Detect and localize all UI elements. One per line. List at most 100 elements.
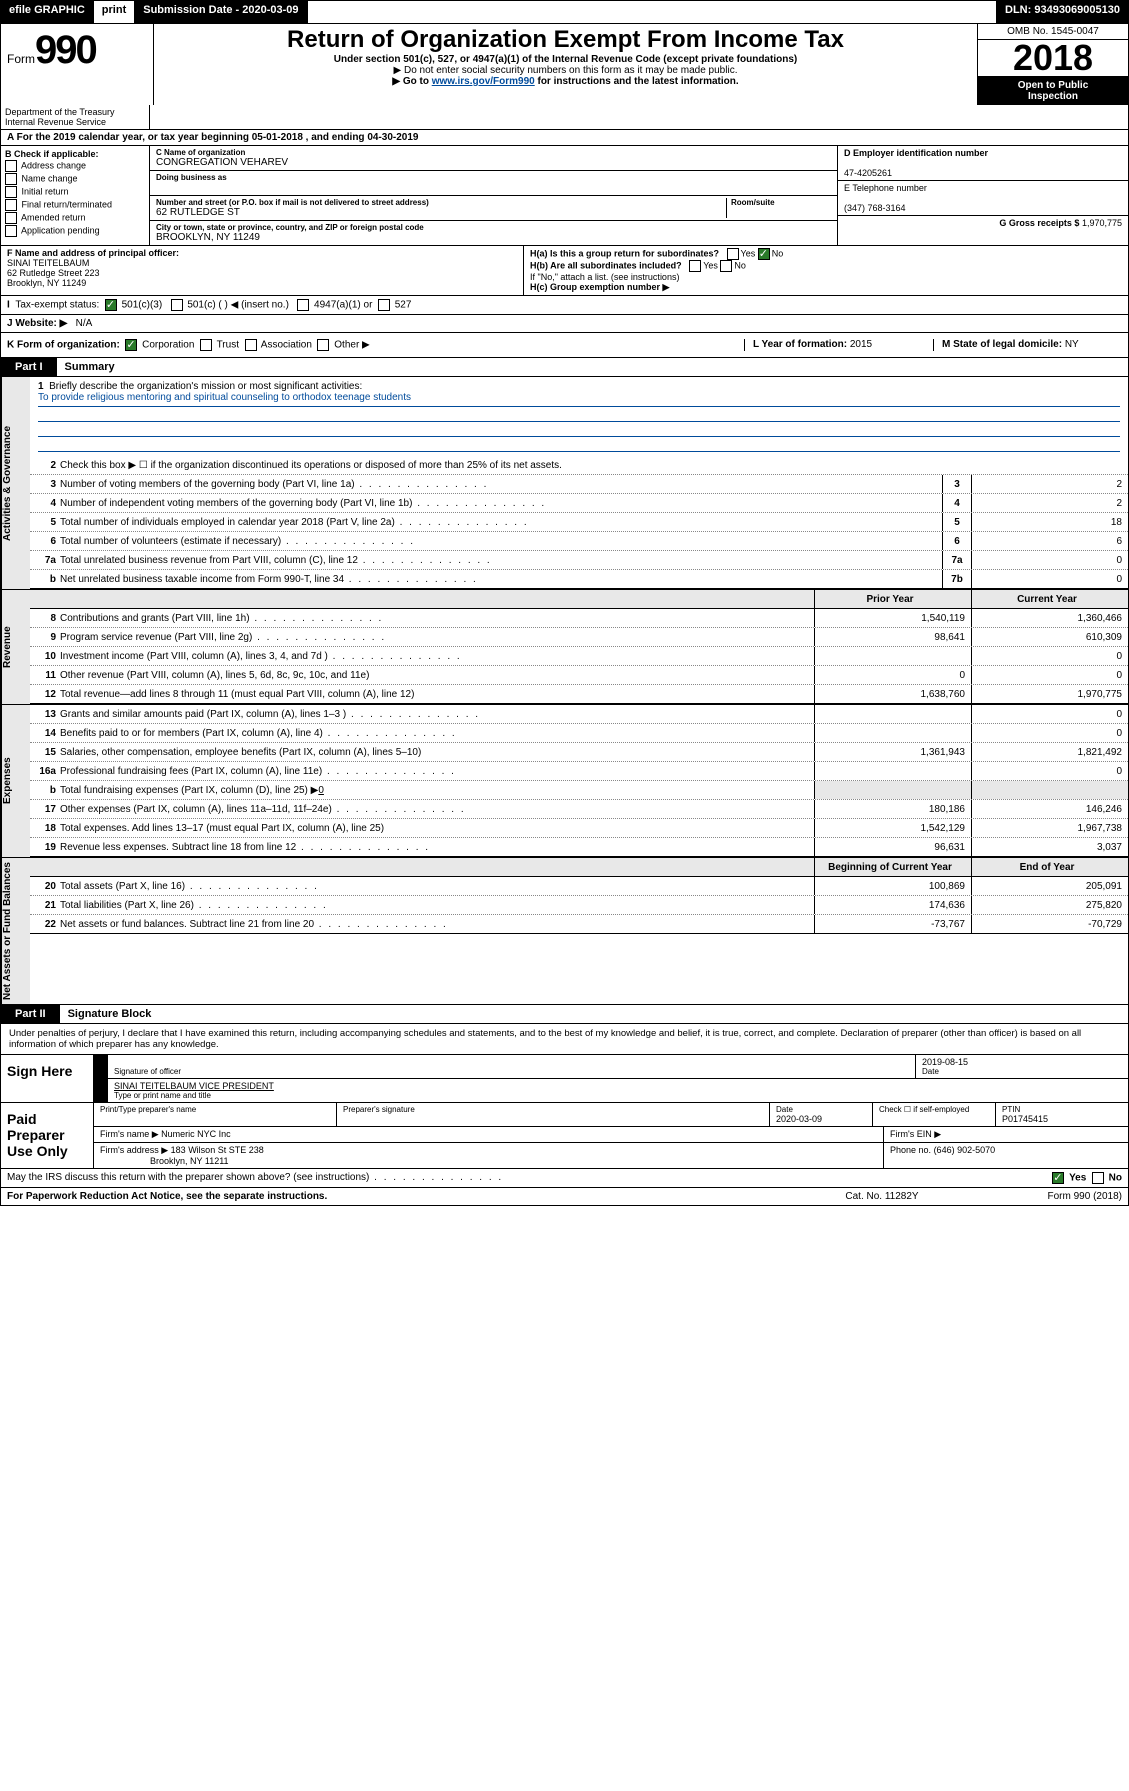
group-return-block: H(a) Is this a group return for subordin… <box>524 246 1128 295</box>
street-row: Number and street (or P.O. box if mail i… <box>150 196 837 221</box>
org-name-row: C Name of organization CONGREGATION VEHA… <box>150 146 837 171</box>
gross-row: G Gross receipts $ 1,970,775 <box>838 216 1128 230</box>
hdr-beg: Beginning of Current Year <box>814 858 971 876</box>
efile-label: efile GRAPHIC <box>1 1 94 23</box>
c15: 1,821,492 <box>971 743 1128 761</box>
p9: 98,641 <box>814 628 971 646</box>
officer-addr1: 62 Rutledge Street 223 <box>7 268 100 278</box>
firm-phone: (646) 902-5070 <box>934 1145 996 1155</box>
p17: 180,186 <box>814 800 971 818</box>
discuss-row: May the IRS discuss this return with the… <box>0 1169 1129 1188</box>
chk-final-return[interactable]: Final return/terminated <box>5 199 145 211</box>
section-expenses: Expenses 13Grants and similar amounts pa… <box>0 705 1129 858</box>
p11: 0 <box>814 666 971 684</box>
chk-association[interactable] <box>245 339 257 351</box>
section-revenue: Revenue Prior YearCurrent Year 8Contribu… <box>0 590 1129 705</box>
org-name-label: C Name of organization <box>156 148 831 157</box>
chk-application-pending[interactable]: Application pending <box>5 225 145 237</box>
year-formation: 2015 <box>850 339 872 350</box>
firm-phone-label: Phone no. <box>890 1145 931 1155</box>
part1-tab: Part I <box>1 358 57 376</box>
v4: 2 <box>971 494 1128 512</box>
part2-header: Part II Signature Block <box>0 1005 1129 1024</box>
note-goto: ▶ Go to www.irs.gov/Form990 for instruct… <box>160 76 971 87</box>
chk-corporation[interactable] <box>125 339 137 351</box>
section-net-assets: Net Assets or Fund Balances Beginning of… <box>0 858 1129 1005</box>
hdr-end: End of Year <box>971 858 1128 876</box>
dba-row: Doing business as <box>150 171 837 196</box>
cat-no: Cat. No. 11282Y <box>792 1191 972 1202</box>
hdr-prior: Prior Year <box>814 590 971 608</box>
chk-4947[interactable] <box>297 299 309 311</box>
domicile-label: M State of legal domicile: <box>942 339 1062 350</box>
l7a: Total unrelated business revenue from Pa… <box>60 553 942 568</box>
hb-yes[interactable]: Yes <box>703 260 718 270</box>
vtab-revenue: Revenue <box>1 590 30 704</box>
chk-address-change[interactable]: Address change <box>5 160 145 172</box>
part1-header: Part I Summary <box>0 358 1129 377</box>
l15: Salaries, other compensation, employee b… <box>60 745 814 760</box>
firm-name: Numeric NYC Inc <box>161 1129 231 1139</box>
firm-addr-label: Firm's address ▶ <box>100 1145 168 1155</box>
p8: 1,540,119 <box>814 609 971 627</box>
discuss-no[interactable] <box>1092 1172 1104 1184</box>
c19: 3,037 <box>971 838 1128 856</box>
website-value: N/A <box>76 318 93 329</box>
sign-here-label: Sign Here <box>1 1055 94 1102</box>
c16a: 0 <box>971 762 1128 780</box>
officer-name: SINAI TEITELBAUM <box>7 258 89 268</box>
chk-amended[interactable]: Amended return <box>5 212 145 224</box>
title-block: Return of Organization Exempt From Incom… <box>154 24 977 105</box>
chk-501c[interactable] <box>171 299 183 311</box>
ptin-label: PTIN <box>1002 1105 1122 1114</box>
l19: Revenue less expenses. Subtract line 18 … <box>60 840 814 855</box>
mission-block: 1 Briefly describe the organization's mi… <box>30 377 1128 456</box>
chk-initial-return[interactable]: Initial return <box>5 186 145 198</box>
open-line1: Open to Public <box>1018 80 1089 91</box>
prep-sig-label: Preparer's signature <box>343 1105 763 1114</box>
prep-name-label: Print/Type preparer's name <box>100 1105 330 1114</box>
vtab-net: Net Assets or Fund Balances <box>1 858 30 1004</box>
l7b: Net unrelated business taxable income fr… <box>60 572 942 587</box>
dept-treasury: Department of the Treasury Internal Reve… <box>1 105 150 129</box>
paid-preparer-block: Paid Preparer Use Only Print/Type prepar… <box>0 1103 1129 1169</box>
top-toolbar: efile GRAPHIC print Submission Date - 20… <box>0 0 1129 24</box>
c14: 0 <box>971 724 1128 742</box>
chk-other[interactable] <box>317 339 329 351</box>
hb-no[interactable]: No <box>734 260 746 270</box>
l20: Total assets (Part X, line 16) <box>60 879 814 894</box>
form-title: Return of Organization Exempt From Incom… <box>160 26 971 54</box>
ha-yes[interactable]: Yes <box>741 248 756 258</box>
l2: Check this box ▶ ☐ if the organization d… <box>60 458 1128 473</box>
form-number-block: Form990 <box>1 24 154 105</box>
p20: 100,869 <box>814 877 971 895</box>
chk-527[interactable] <box>378 299 390 311</box>
form-header: Form990 Return of Organization Exempt Fr… <box>0 24 1129 105</box>
form-990-page: efile GRAPHIC print Submission Date - 20… <box>0 0 1129 1206</box>
chk-trust[interactable] <box>200 339 212 351</box>
self-emp[interactable]: Check ☐ if self-employed <box>879 1105 989 1114</box>
vtab-expenses: Expenses <box>1 705 30 857</box>
l10: Investment income (Part VIII, column (A)… <box>60 649 814 664</box>
c8: 1,360,466 <box>971 609 1128 627</box>
tax-exempt-row: I Tax-exempt status: 501(c)(3) 501(c) ( … <box>0 296 1129 315</box>
goto-pre: ▶ Go to <box>392 76 431 87</box>
firm-addr2: Brooklyn, NY 11211 <box>150 1156 229 1166</box>
c18: 1,967,738 <box>971 819 1128 837</box>
chk-501c3[interactable] <box>105 299 117 311</box>
toolbar-spacer <box>308 1 997 23</box>
c22: -70,729 <box>971 915 1128 933</box>
firm-name-label: Firm's name ▶ <box>100 1129 159 1139</box>
discuss-yes[interactable] <box>1052 1172 1064 1184</box>
phone-label: E Telephone number <box>844 183 927 193</box>
ha-no[interactable]: No <box>772 248 784 258</box>
discuss-text: May the IRS discuss this return with the… <box>7 1172 1052 1184</box>
irs-link[interactable]: www.irs.gov/Form990 <box>432 76 535 87</box>
l13: Grants and similar amounts paid (Part IX… <box>60 707 814 722</box>
p12: 1,638,760 <box>814 685 971 703</box>
col-b-header: B Check if applicable: <box>5 149 99 159</box>
print-button[interactable]: print <box>94 1 135 23</box>
chk-name-change[interactable]: Name change <box>5 173 145 185</box>
prep-date-label: Date <box>776 1105 866 1114</box>
part2-title: Signature Block <box>60 1005 160 1023</box>
